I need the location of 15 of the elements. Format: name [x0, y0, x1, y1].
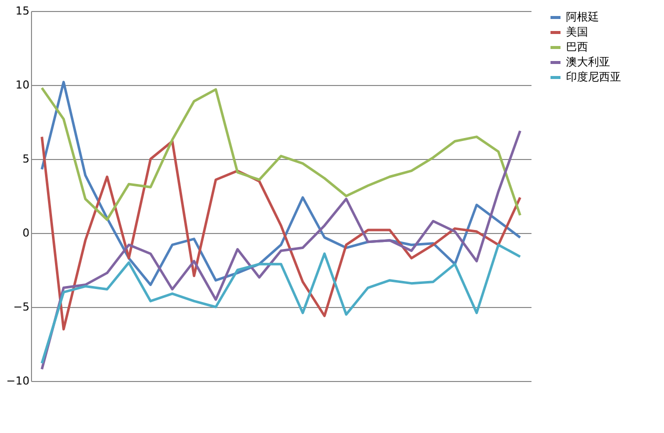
y-tick-label: −5 — [13, 300, 30, 314]
y-tick-label: 0 — [22, 226, 30, 240]
legend-label: 印度尼西亚 — [566, 70, 621, 84]
legend-label: 澳大利亚 — [566, 56, 610, 68]
line-series — [40, 130, 522, 370]
y-tick-label: 5 — [22, 152, 30, 166]
line-series — [40, 86, 522, 221]
y-tick-label: 15 — [16, 4, 30, 18]
legend-label: 巴西 — [566, 40, 588, 54]
line-series — [40, 244, 522, 364]
legend-label: 阿根廷 — [566, 10, 599, 24]
y-tick-label: 10 — [16, 78, 30, 92]
line-series — [40, 136, 522, 330]
y-tick-label: −10 — [6, 374, 30, 388]
legend-label: 美国 — [566, 26, 588, 38]
